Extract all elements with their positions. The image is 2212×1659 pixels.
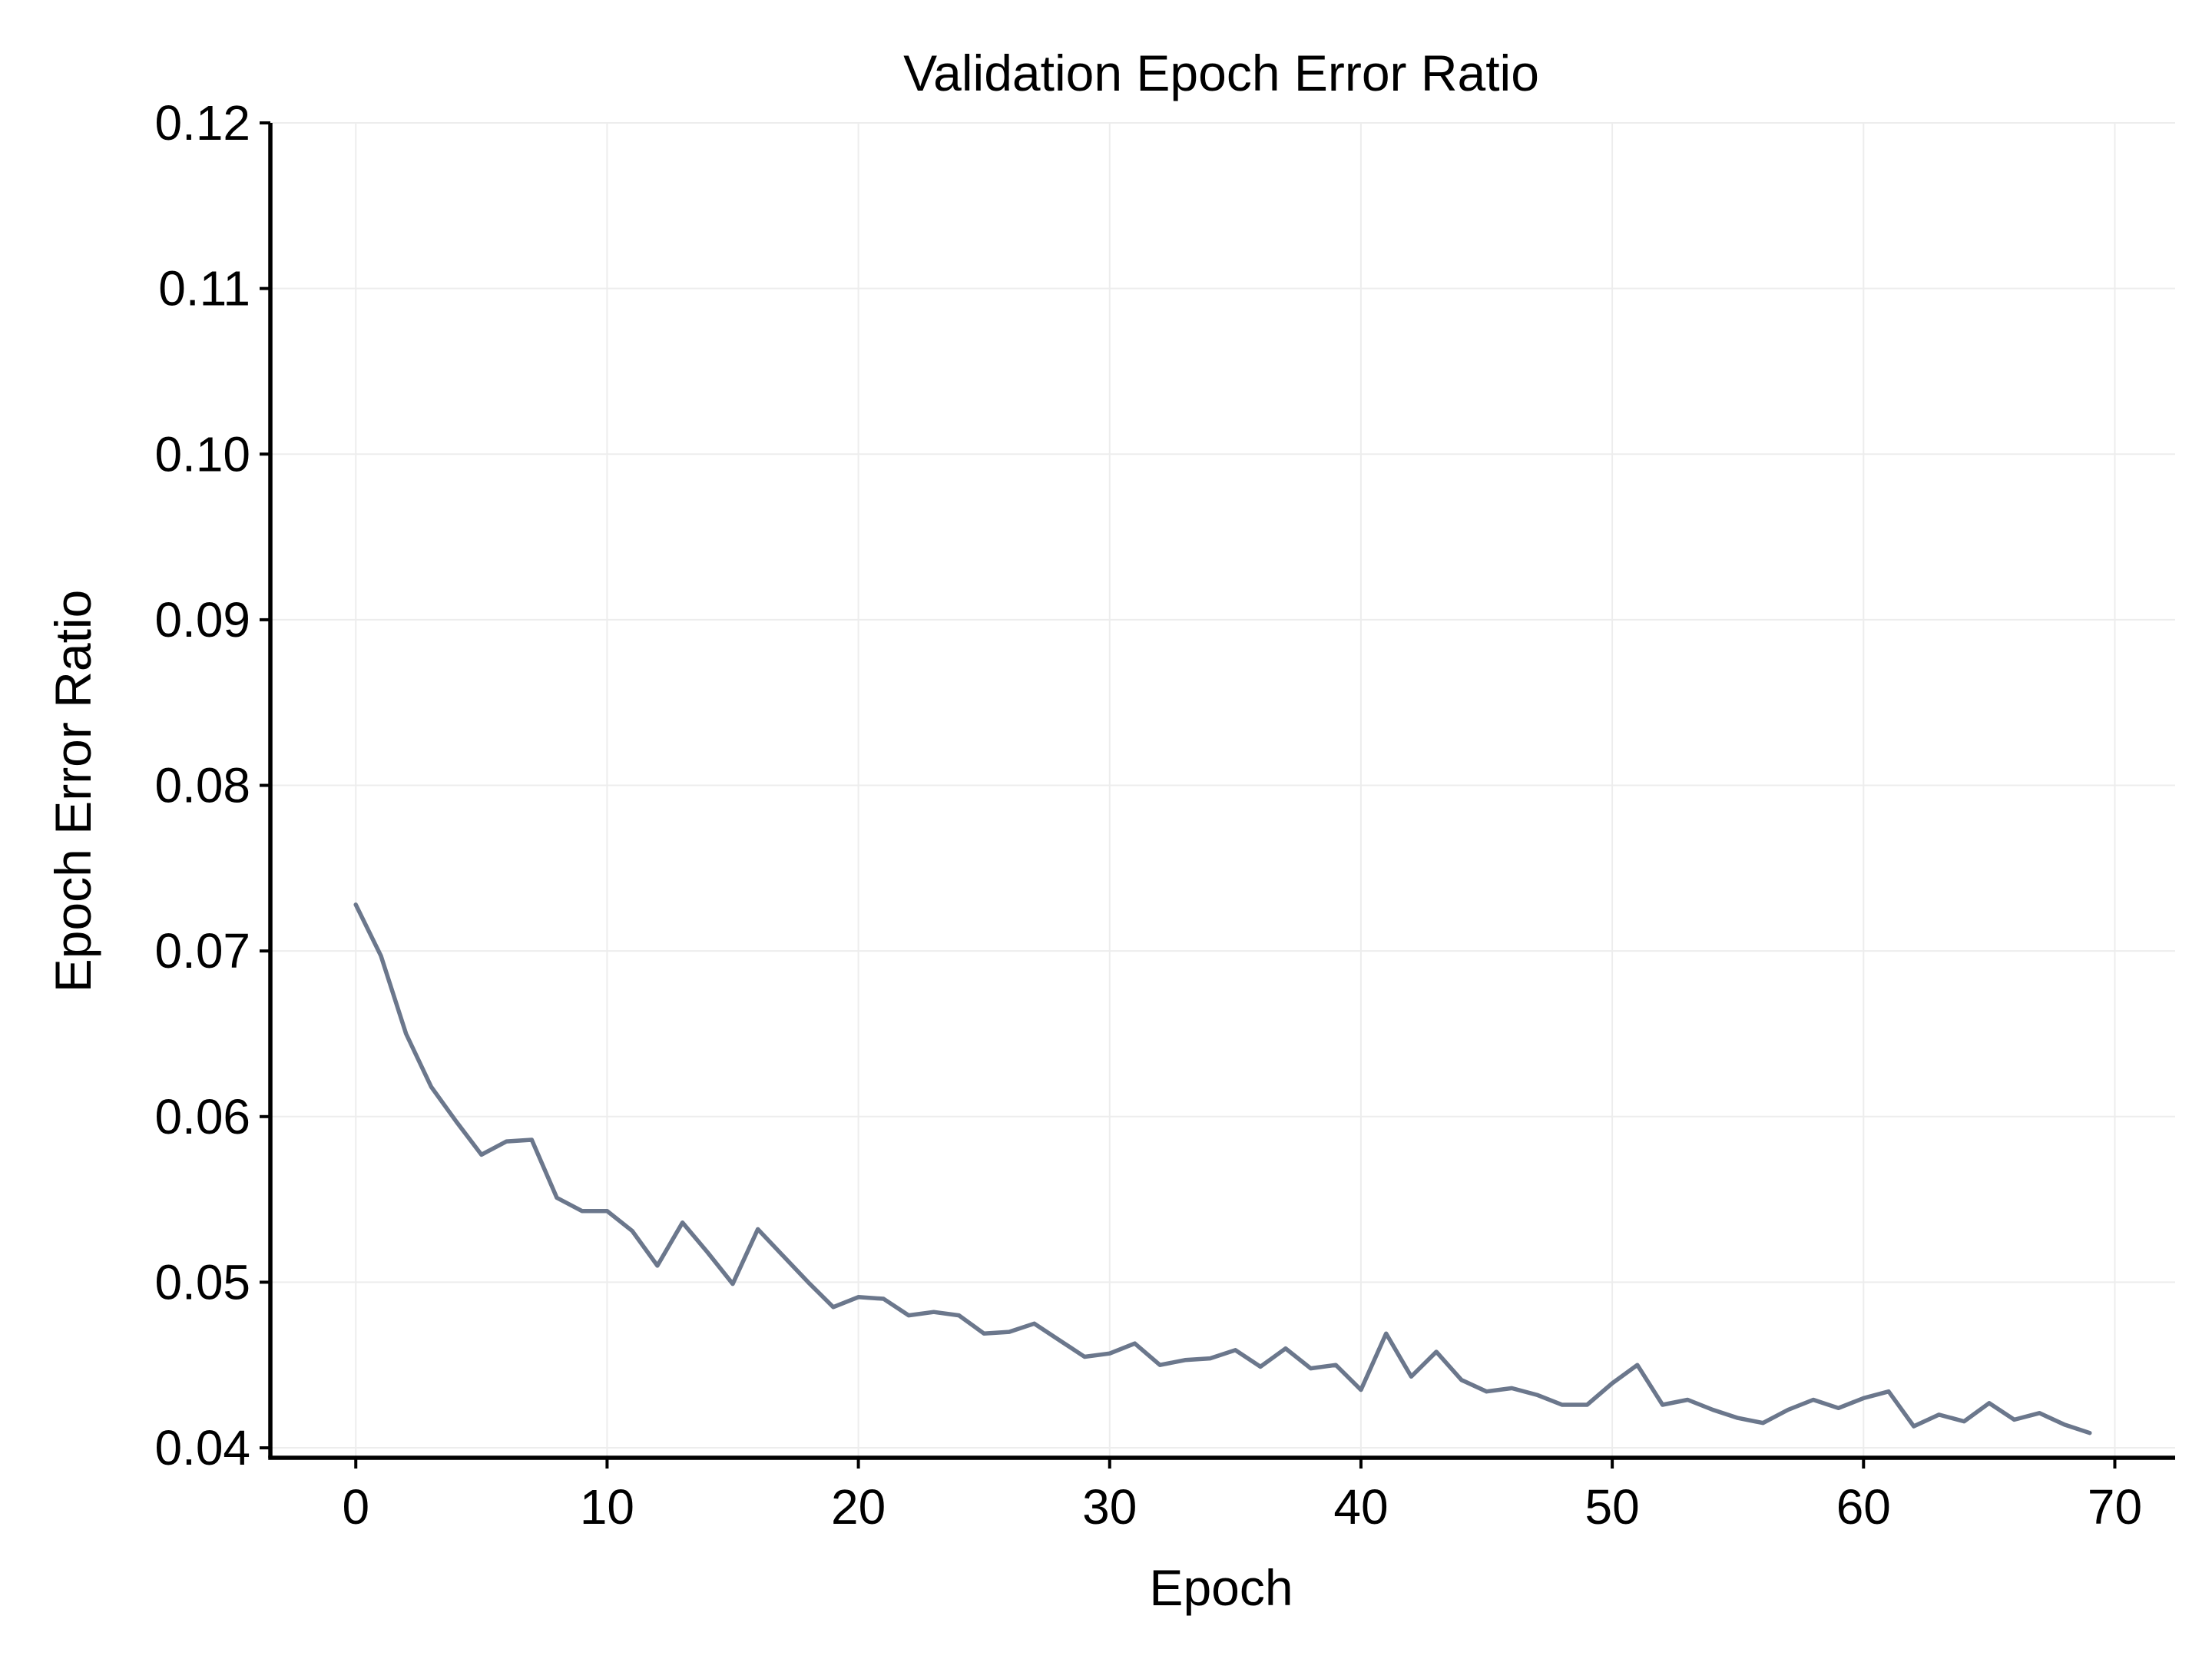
x-tick-label: 60 [1836,1479,1891,1535]
y-tick-label: 0.09 [154,592,250,647]
x-tick-label: 20 [831,1479,886,1535]
y-tick-label: 0.04 [154,1420,250,1475]
y-tick-label: 0.11 [158,261,250,316]
grid-lines [270,122,2175,1458]
y-tick-label: 0.06 [154,1089,250,1144]
chart-title: Validation Epoch Error Ratio [903,45,1539,101]
y-tick-label: 0.08 [154,758,250,813]
x-tick-label: 30 [1082,1479,1137,1535]
axes [268,123,2175,1460]
y-tick-label: 0.07 [154,923,250,979]
x-tick-label: 70 [2088,1479,2142,1535]
series-line [353,902,2092,1435]
y-axis-label: Epoch Error Ratio [45,590,101,993]
x-tick-label: 40 [1333,1479,1388,1535]
x-tick-label: 0 [342,1479,369,1535]
y-tick-label: 0.10 [154,426,250,482]
x-tick-label: 10 [580,1479,634,1535]
y-tick-label: 0.12 [154,95,250,151]
x-axis-label: Epoch [1149,1559,1293,1616]
y-tick-label: 0.05 [154,1254,250,1310]
ticks: 0 10 20 30 40 50 60 70 0.04 0.05 0.06 0.07 0.08 0.09 0… [154,95,2142,1535]
series-layer [353,902,2092,1435]
x-tick-label: 50 [1585,1479,1640,1535]
